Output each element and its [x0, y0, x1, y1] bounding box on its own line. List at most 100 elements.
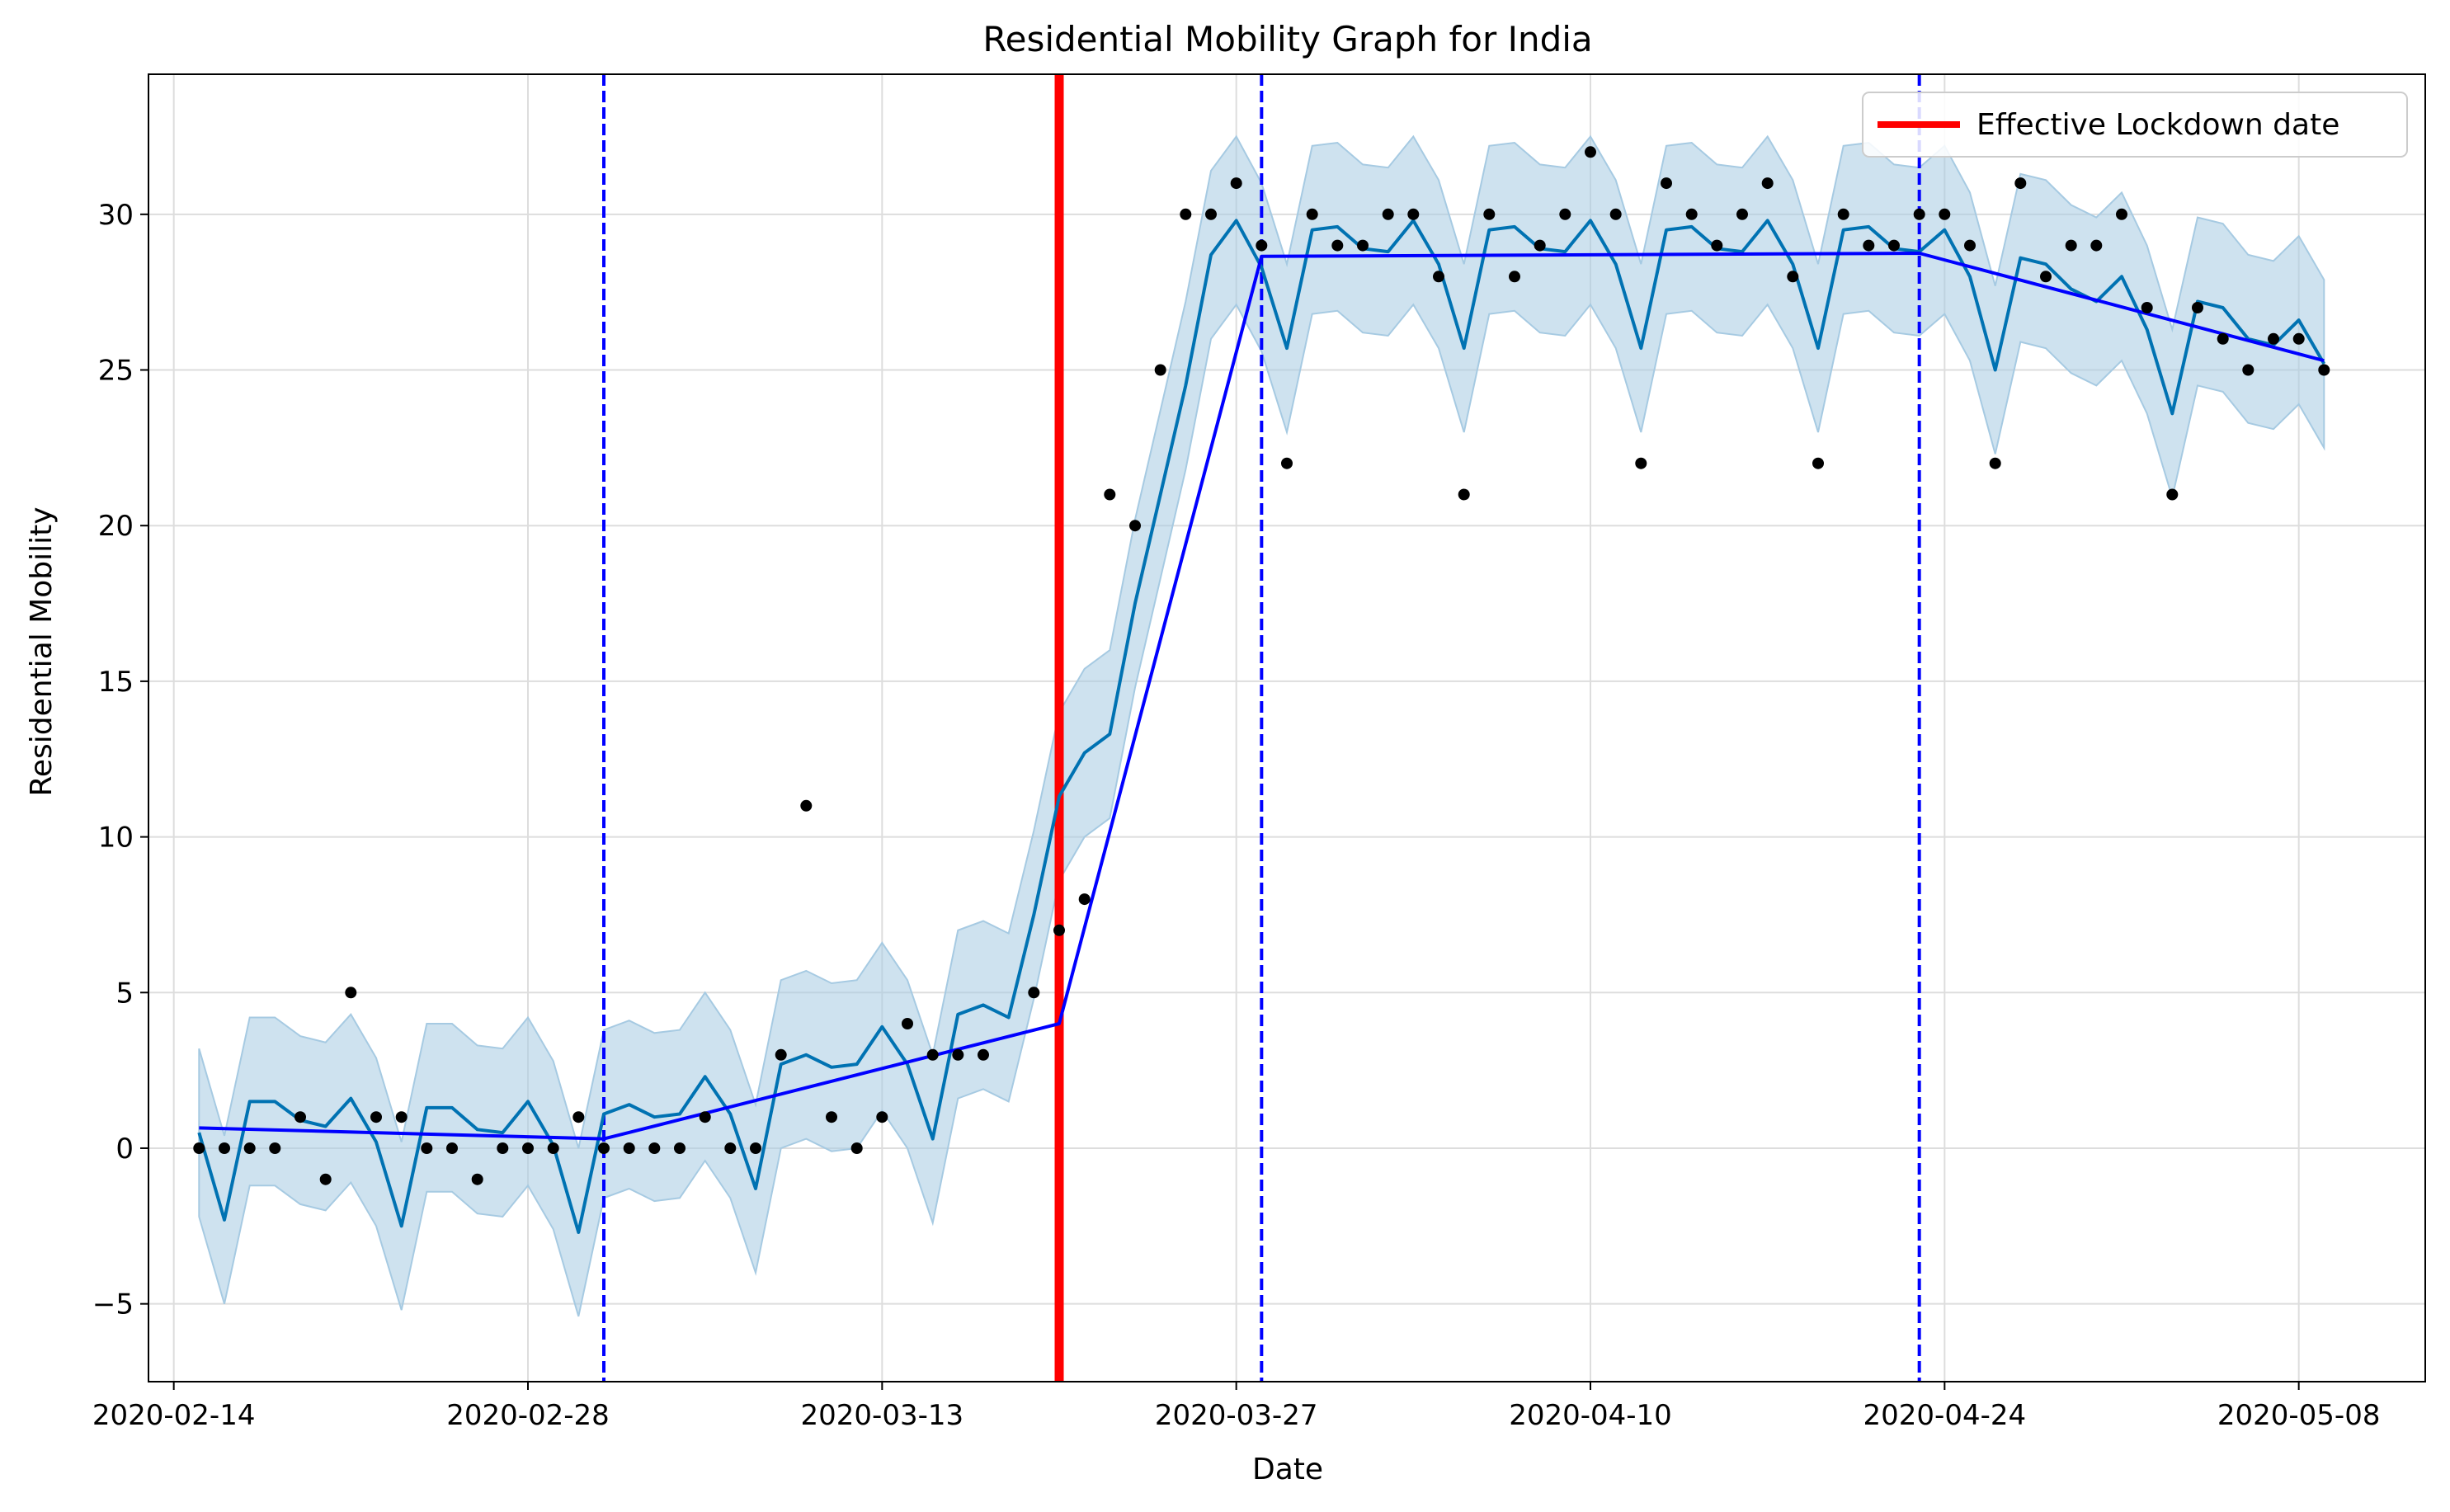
observed-point — [1863, 239, 1875, 252]
uncertainty-band — [198, 134, 2325, 1317]
observed-point — [598, 1142, 610, 1154]
legend: Effective Lockdown date — [1862, 92, 2408, 158]
observed-points — [193, 146, 2330, 1185]
y-tick-label: 25 — [98, 355, 134, 388]
observed-point — [1205, 208, 1217, 220]
observed-point — [2268, 332, 2279, 345]
observed-point — [1913, 208, 1925, 220]
observed-point — [2090, 239, 2103, 252]
observed-point — [1104, 488, 1116, 501]
x-axis-ticks: 2020-02-14 2020-02-28 2020-03-13 2020-03-27… — [92, 1382, 2381, 1432]
observed-point — [2192, 302, 2203, 313]
observed-point — [1281, 457, 1293, 469]
x-tick-label: 2020-03-13 — [801, 1399, 964, 1432]
observed-point — [978, 1048, 989, 1061]
legend-label-lockdown: Effective Lockdown date — [1976, 108, 2339, 142]
observed-point — [1939, 208, 1951, 220]
observed-point — [800, 799, 813, 812]
observed-point — [902, 1018, 913, 1029]
observed-point — [826, 1111, 837, 1123]
x-tick-label: 2020-04-10 — [1509, 1399, 1672, 1432]
observed-point — [1407, 208, 1420, 220]
y-tick-label: 20 — [98, 510, 134, 543]
observed-point — [1154, 364, 1166, 376]
observed-point — [497, 1142, 509, 1154]
trend-line — [199, 252, 2325, 1141]
y-tick-label: 5 — [115, 977, 134, 1010]
observed-point — [1053, 924, 1065, 936]
observed-point — [1483, 208, 1496, 220]
observed-point — [1812, 457, 1824, 469]
observed-point — [1837, 208, 1849, 220]
observed-point — [2217, 332, 2229, 345]
observed-point — [193, 1142, 205, 1154]
observed-point — [1685, 208, 1698, 220]
observed-point — [1306, 208, 1318, 220]
observed-point — [724, 1142, 737, 1154]
observed-point — [2141, 302, 2153, 313]
observed-point — [1256, 239, 1268, 252]
x-tick-label: 2020-02-28 — [446, 1399, 610, 1432]
observed-point — [421, 1142, 433, 1154]
observed-point — [1129, 520, 1141, 532]
observed-point — [1534, 239, 1546, 252]
uncertainty-band-area — [198, 134, 2325, 1317]
observed-point — [876, 1111, 888, 1123]
observed-point — [1509, 271, 1520, 283]
x-tick-label: 2020-05-08 — [2217, 1399, 2381, 1432]
y-tick-label: 30 — [98, 199, 134, 232]
observed-point — [2014, 177, 2027, 190]
observed-point — [952, 1048, 964, 1061]
observed-point — [750, 1142, 761, 1154]
observed-point — [1559, 208, 1571, 220]
observed-point — [674, 1142, 686, 1154]
observed-point — [1078, 893, 1091, 906]
y-tick-label: 15 — [98, 666, 134, 699]
y-tick-label: 10 — [98, 822, 134, 855]
observed-point — [319, 1173, 332, 1185]
y-axis-label: Residential Mobility — [25, 506, 59, 796]
observed-point — [1964, 239, 1976, 252]
plot-frame — [148, 73, 2426, 1382]
x-tick-label: 2020-02-14 — [92, 1399, 256, 1432]
observed-point — [775, 1048, 787, 1061]
observed-point — [471, 1173, 483, 1185]
observed-point — [547, 1142, 559, 1154]
observed-point — [2065, 239, 2077, 252]
observed-point — [243, 1142, 256, 1154]
observed-point — [1458, 488, 1470, 501]
observed-point — [1736, 208, 1748, 220]
observed-point — [699, 1111, 711, 1123]
observed-point — [1761, 177, 1774, 190]
x-tick-label: 2020-03-27 — [1155, 1399, 1318, 1432]
observed-point — [1711, 239, 1723, 252]
legend-box — [1862, 92, 2408, 158]
observed-point — [648, 1142, 661, 1154]
observed-point — [1382, 208, 1394, 220]
observed-point — [395, 1111, 408, 1123]
observed-point — [522, 1142, 534, 1154]
observed-point — [269, 1142, 281, 1154]
observed-point — [572, 1111, 585, 1123]
observed-point — [1635, 457, 1647, 469]
observed-point — [623, 1142, 635, 1154]
observed-point — [1180, 208, 1192, 220]
observed-point — [1661, 177, 1672, 190]
observed-point — [2292, 332, 2305, 345]
observed-point — [926, 1048, 939, 1061]
observed-point — [1888, 239, 1900, 252]
x-tick-label: 2020-04-24 — [1863, 1399, 2027, 1432]
observed-point — [345, 987, 357, 999]
observed-point — [2242, 364, 2254, 376]
observed-point — [1331, 239, 1344, 252]
y-axis-ticks: −5 0 5 10 15 20 25 30 — [92, 199, 148, 1321]
y-tick-label: −5 — [92, 1288, 134, 1321]
observed-point — [1230, 177, 1242, 190]
observed-point — [1787, 271, 1799, 283]
observed-point — [2318, 364, 2330, 376]
observed-point — [1357, 239, 1369, 252]
observed-point — [1989, 457, 2001, 469]
observed-point — [446, 1142, 458, 1154]
observed-point — [1585, 146, 1596, 158]
